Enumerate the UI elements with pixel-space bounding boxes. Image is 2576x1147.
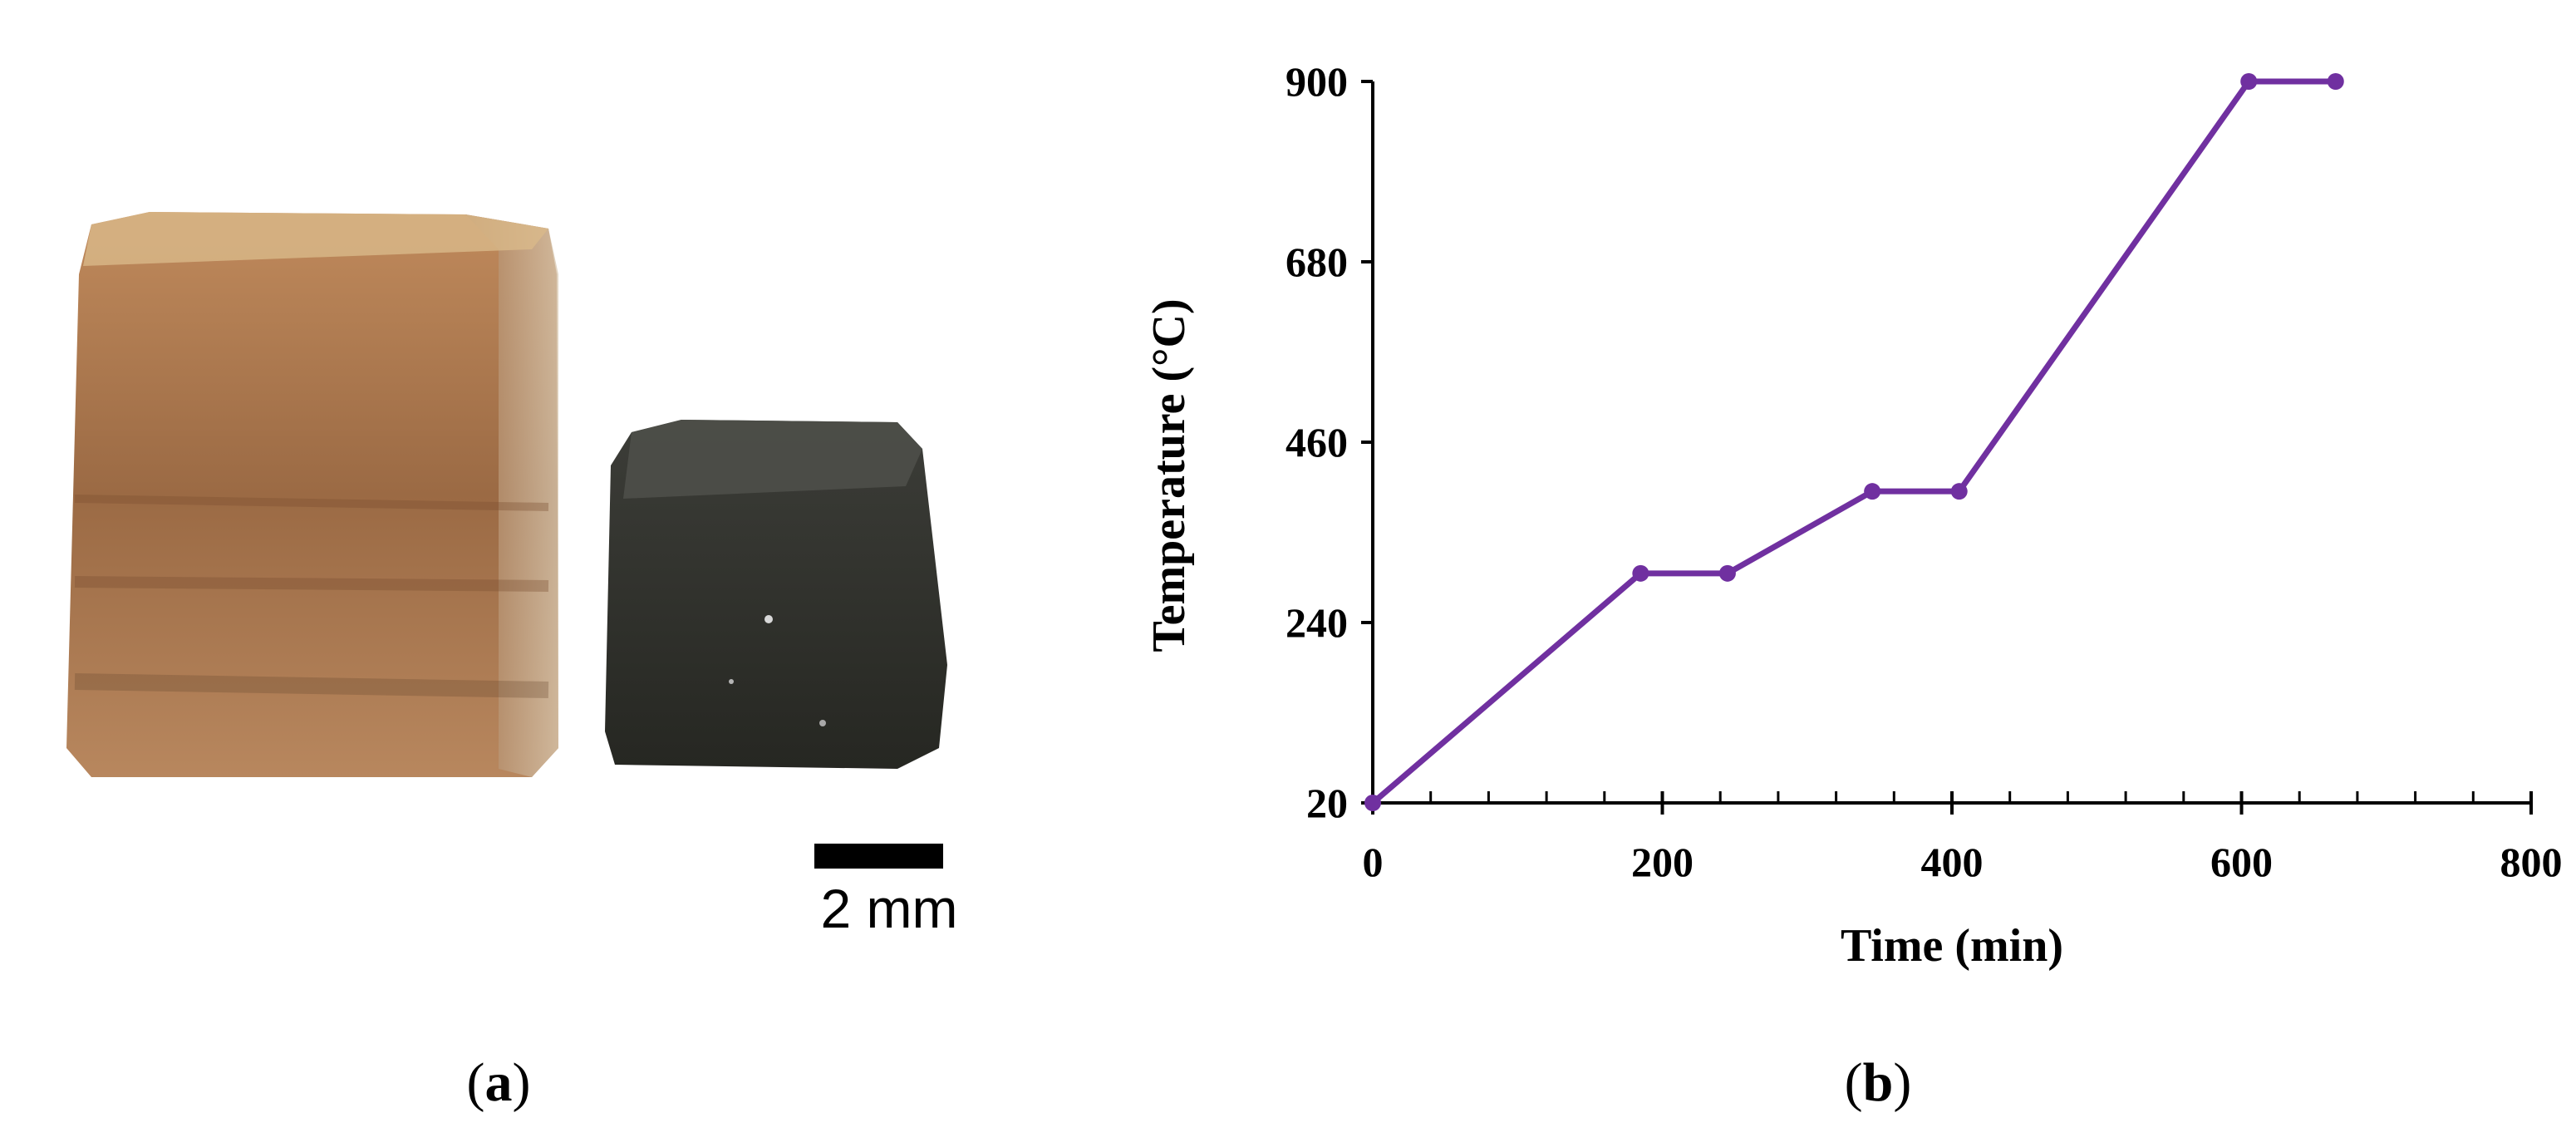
series-line bbox=[1370, 78, 2336, 805]
series-markers bbox=[1364, 73, 2344, 811]
sample-photo bbox=[66, 212, 947, 869]
panel-b-letter: b bbox=[1862, 1052, 1894, 1113]
data-point bbox=[1950, 483, 1968, 500]
panel-a-letter: a bbox=[484, 1052, 513, 1113]
y-tick-label: 680 bbox=[1286, 239, 1348, 285]
panel-a: 2 mm (a) bbox=[0, 0, 1030, 1147]
green-body-cube bbox=[66, 212, 558, 777]
y-tick-label: 460 bbox=[1286, 419, 1348, 465]
x-tick-label: 600 bbox=[2210, 839, 2273, 885]
y-axis-title: Temperature (°C) bbox=[1143, 298, 1195, 652]
x-axis-title: Time (min) bbox=[1841, 920, 2063, 972]
panel-b-label: (b) bbox=[1844, 1052, 1912, 1113]
y-tick-label: 240 bbox=[1286, 599, 1348, 646]
panel-b: 0 200 400 600 800 20 240 460 680 900 Time (min) T… bbox=[1030, 0, 2576, 1147]
data-point bbox=[2327, 73, 2344, 90]
x-tick-label: 200 bbox=[1631, 839, 1694, 885]
scale-bar-label: 2 mm bbox=[820, 878, 958, 939]
data-point bbox=[2240, 73, 2258, 90]
data-point bbox=[1718, 564, 1736, 582]
scale-bar bbox=[814, 844, 943, 869]
data-point bbox=[1632, 564, 1649, 582]
y-tick-label: 900 bbox=[1286, 58, 1348, 105]
axis-ticks bbox=[1361, 80, 2533, 815]
y-tick-label: 20 bbox=[1306, 780, 1348, 826]
panel-a-label: (a) bbox=[466, 1052, 531, 1113]
sintered-body-cube bbox=[605, 420, 947, 769]
data-point bbox=[1864, 483, 1881, 500]
data-point bbox=[1364, 795, 1381, 811]
x-tick-label: 0 bbox=[1363, 839, 1384, 885]
x-tick-label: 800 bbox=[2500, 839, 2563, 885]
temperature-chart: 0 200 400 600 800 20 240 460 680 900 Time (min) T… bbox=[1143, 58, 2563, 972]
x-tick-label: 400 bbox=[1921, 839, 1984, 885]
tick-labels: 0 200 400 600 800 20 240 460 680 900 bbox=[1286, 58, 2563, 885]
